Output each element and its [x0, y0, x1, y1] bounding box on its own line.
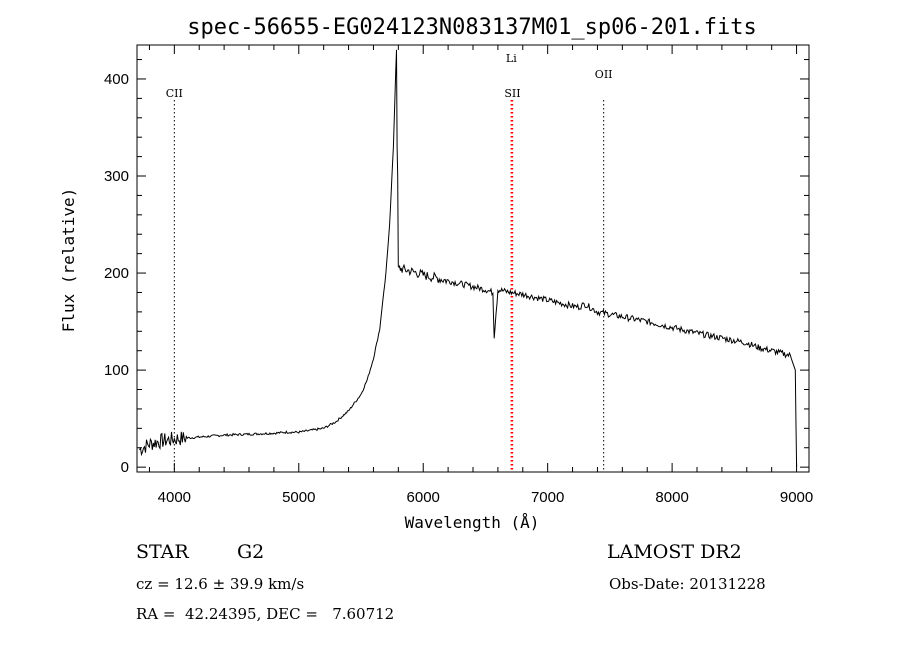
y-tick-label: 200 — [104, 265, 129, 282]
x-tick-label: 5000 — [282, 489, 315, 506]
x-axis-label: Wavelength (Å) — [405, 513, 540, 532]
y-tick-label: 400 — [104, 71, 129, 88]
marker-label: Li — [506, 52, 517, 65]
plot-frame — [136, 44, 810, 473]
y-tick-label: 300 — [104, 168, 129, 185]
coordinates: RA = 42.24395, DEC = 7.60712 — [136, 605, 395, 623]
object-subclass: G2 — [237, 541, 265, 563]
marker-label: SII — [504, 87, 520, 100]
axes: 4000 5000 6000 7000 8000 9000 0 100 200 300 400 — [104, 45, 813, 506]
x-tick-label: 8000 — [655, 489, 688, 506]
object-type: STAR — [136, 541, 189, 563]
x-tick-label: 6000 — [407, 489, 440, 506]
observation-date: Obs-Date: 20131228 — [609, 575, 766, 593]
marker-label: OII — [595, 68, 613, 81]
x-tick-label: 7000 — [531, 489, 564, 506]
y-axis-label: Flux (relative) — [59, 188, 78, 333]
marker-label: CII — [166, 87, 183, 100]
chart-title: spec-56655-EG024123N083137M01_sp06-201.f… — [187, 15, 757, 40]
spectrum-line — [139, 49, 798, 468]
redshift-velocity: cz = 12.6 ± 39.9 km/s — [136, 575, 305, 593]
x-tick-label: 9000 — [780, 489, 813, 506]
y-tick-label: 0 — [121, 459, 129, 476]
spectrum-plot: spec-56655-EG024123N083137M01_sp06-201.f… — [59, 15, 813, 532]
y-tick-label: 100 — [104, 362, 129, 379]
survey-name: LAMOST DR2 — [607, 541, 742, 563]
x-tick-label: 4000 — [158, 489, 191, 506]
spectral-line-markers: CII Li SII OII — [166, 52, 613, 472]
